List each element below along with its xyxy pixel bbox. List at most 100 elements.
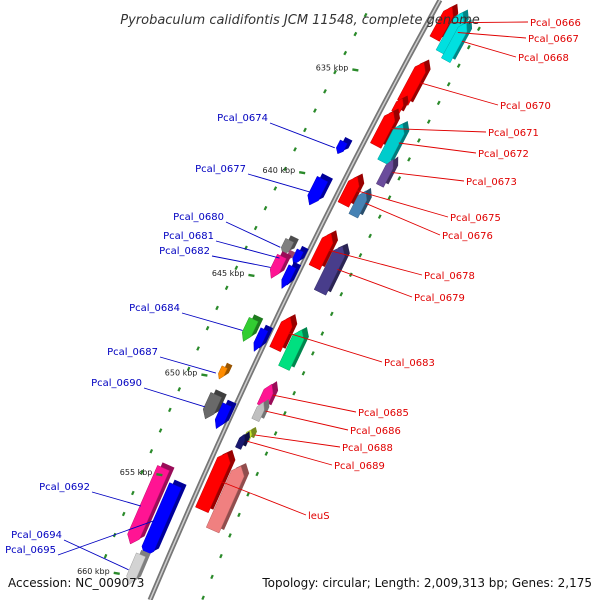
gene-label-Pcal_0688[interactable]: Pcal_0688 [342, 443, 393, 454]
gene-labels: Pcal_0666 Pcal_0667 Pcal_0668 Pcal_0670 Pcal… [5, 18, 581, 556]
skew-mark [201, 595, 205, 600]
skew-mark [387, 195, 392, 200]
tick-mark [248, 273, 255, 278]
gene-Pcal_0680-pair[interactable] [292, 245, 309, 265]
gene-Pcal_0678[interactable] [308, 230, 338, 271]
gene-label-Pcal_0687[interactable]: Pcal_0687 [107, 347, 158, 358]
skew-mark [224, 285, 229, 291]
gene-label-Pcal_0676[interactable]: Pcal_0676 [442, 231, 493, 242]
gene-Pcal_0671[interactable] [370, 108, 401, 149]
gene-Pcal_0690-pair[interactable] [214, 399, 237, 430]
gene-label-Pcal_0666[interactable]: Pcal_0666 [530, 18, 581, 29]
gene-label-Pcal_0686[interactable]: Pcal_0686 [350, 426, 401, 437]
gene-label-Pcal_0692[interactable]: Pcal_0692 [39, 482, 90, 493]
skew-mark [407, 157, 411, 162]
genome-title: Pyrobaculum calidifontis JCM 11548, comp… [120, 13, 480, 28]
skew-mark [234, 265, 239, 271]
gene-label-Pcal_0690[interactable]: Pcal_0690 [91, 378, 142, 389]
skew-mark [205, 325, 210, 331]
tick-mark [113, 571, 120, 576]
skew-mark [283, 410, 287, 416]
gene-label-Pcal_0682[interactable]: Pcal_0682 [159, 246, 210, 257]
skew-mark [121, 511, 126, 517]
gene-Pcal_0686[interactable] [251, 399, 270, 423]
gene-leuS[interactable] [205, 463, 250, 534]
skew-mark [131, 490, 135, 496]
skew-mark [168, 407, 172, 413]
skew-mark [292, 390, 296, 396]
skew-mark [313, 108, 317, 113]
skew-mark [196, 346, 200, 351]
gene-label-Pcal_0677[interactable]: Pcal_0677 [195, 164, 246, 175]
gene-Pcal_0682[interactable] [269, 251, 292, 279]
gene-label-Pcal_0679[interactable]: Pcal_0679 [414, 293, 465, 304]
gene-label-Pcal_0670[interactable]: Pcal_0670 [500, 101, 551, 112]
gene-Pcal_0692[interactable] [127, 462, 175, 545]
gene-Pcal_0683[interactable] [269, 314, 298, 353]
skew-mark [177, 387, 182, 392]
gene-label-Pcal_0667[interactable]: Pcal_0667 [528, 34, 579, 45]
skew-mark [363, 12, 368, 18]
gene-track [126, 3, 473, 586]
skew-mark [255, 471, 260, 477]
gene-Pcal_0677[interactable] [307, 173, 333, 206]
gene-label-Pcal_0685[interactable]: Pcal_0685 [358, 408, 409, 419]
gene-label-Pcal_0684[interactable]: Pcal_0684 [129, 303, 180, 314]
gene-Pcal_0666[interactable] [429, 3, 459, 42]
gene-label-Pcal_0672[interactable]: Pcal_0672 [478, 149, 529, 160]
topology-text: Topology: circular; Length: 2,009,313 bp… [261, 576, 592, 590]
gene-label-Pcal_0675[interactable]: Pcal_0675 [450, 213, 501, 224]
gene-label-Pcal_0671[interactable]: Pcal_0671 [488, 128, 539, 139]
skew-mark [320, 331, 325, 336]
tick-label: 635 kbp [316, 63, 349, 72]
gene-label-leuS[interactable]: leuS [308, 511, 330, 522]
genome-backbone-highlight [149, 0, 441, 600]
tick-mark [156, 473, 163, 477]
gene-Pcal_0680[interactable] [280, 235, 299, 255]
gene-label-Pcal_0674[interactable]: Pcal_0674 [217, 113, 268, 124]
gene-Pcal_0674[interactable] [336, 136, 353, 155]
gene-label-Pcal_0680[interactable]: Pcal_0680 [173, 212, 224, 223]
gene-Pcal_0684-pair[interactable] [253, 324, 274, 352]
genome-backbone [147, 0, 443, 600]
gene-Pcal_0667[interactable] [435, 9, 469, 56]
skew-mark [273, 431, 278, 436]
skew-mark [186, 366, 191, 372]
tick-mark [352, 68, 359, 72]
tick-mark [201, 373, 208, 377]
gene-label-Pcal_0681[interactable]: Pcal_0681 [163, 231, 214, 242]
skew-mark [103, 553, 108, 559]
gene-Pcal_0684[interactable] [241, 314, 264, 342]
skew-mark [215, 305, 219, 311]
gene-Pcal_0672[interactable] [377, 120, 410, 166]
gene-label-Pcal_0694[interactable]: Pcal_0694 [11, 530, 62, 541]
skew-mark [446, 81, 451, 87]
skew-mark [456, 63, 461, 68]
gene-label-Pcal_0689[interactable]: Pcal_0689 [334, 461, 385, 472]
label-leaders [57, 21, 529, 571]
tick-label: 640 kbp [263, 166, 296, 175]
gene-leuS[interactable] [195, 449, 236, 514]
gene-Pcal_0687[interactable] [218, 362, 233, 380]
gene-Pcal_0682-pair[interactable] [281, 261, 302, 290]
gene-label-Pcal_0673[interactable]: Pcal_0673 [466, 177, 517, 188]
gene-label-Pcal_0695[interactable]: Pcal_0695 [5, 545, 56, 556]
skew-mark [368, 233, 372, 239]
skew-mark [436, 100, 441, 106]
gene-Pcal_0675[interactable] [337, 173, 365, 208]
gene-label-Pcal_0668[interactable]: Pcal_0668 [518, 53, 569, 64]
gene-Pcal_0676[interactable] [348, 187, 372, 219]
skew-mark [339, 291, 344, 297]
gene-label-Pcal_0683[interactable]: Pcal_0683 [384, 358, 435, 369]
gene-Pcal_0690[interactable] [202, 389, 227, 420]
skew-mark [283, 166, 288, 172]
skew-mark [343, 50, 348, 56]
skew-mark [264, 451, 269, 456]
skew-mark [263, 205, 268, 211]
gene-Pcal_0673[interactable] [375, 156, 399, 188]
skew-mark [228, 533, 232, 538]
gene-label-Pcal_0678[interactable]: Pcal_0678 [424, 271, 475, 282]
gene-Pcal_0689[interactable] [235, 431, 250, 450]
accession-text: Accession: NC_009073 [8, 576, 144, 590]
gene-Pcal_0694[interactable] [126, 549, 151, 586]
